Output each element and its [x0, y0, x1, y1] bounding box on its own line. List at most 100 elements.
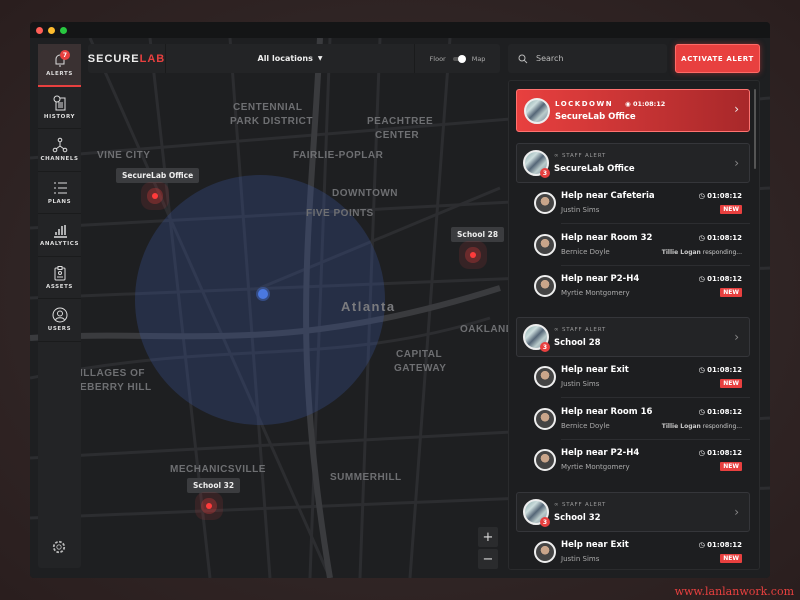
alert-time-value: 01:08:12	[707, 192, 742, 200]
new-badge: NEW	[720, 554, 742, 563]
district-label: CAPITAL	[396, 349, 443, 360]
location-marker[interactable]	[152, 193, 158, 199]
clock-icon: ◷	[698, 275, 708, 283]
responder-name: Tillie Logan	[661, 248, 701, 256]
alert-time-value: 01:08:12	[707, 541, 742, 549]
view-switch[interactable]	[452, 54, 466, 63]
alert-item[interactable]: Help near Room 32 Bernice Doyle ◷ 01:08:…	[516, 225, 750, 266]
minimize-window-button[interactable]	[48, 27, 55, 34]
view-toggle[interactable]: Floor Map	[414, 44, 500, 73]
logo-text: SECURE	[87, 52, 140, 65]
alert-item[interactable]: Help near Exit Justin Sims ◷ 01:08:12 NE…	[516, 357, 750, 398]
city-label: Atlanta	[341, 299, 396, 314]
search-placeholder: Search	[536, 54, 564, 63]
location-marker[interactable]	[470, 252, 476, 258]
list-icon	[53, 182, 67, 194]
sidebar-item-plans[interactable]: PLANS	[38, 172, 81, 214]
sidebar-item-analytics[interactable]: ANALYTICS	[38, 214, 81, 257]
alert-type: ∞ STAFF ALERT	[554, 327, 606, 333]
staff-alert-group[interactable]: 3 ∞ STAFF ALERT School 28 ›	[516, 317, 750, 357]
user-avatar	[534, 449, 556, 471]
alert-type: LOCKDOWN	[555, 100, 614, 108]
toggle-floor-label: Floor	[429, 54, 446, 63]
gear-icon[interactable]	[52, 540, 66, 554]
sidebar: 7 ALERTS HISTORY CHANNELS PLANS ANALYTIC…	[38, 44, 81, 568]
alert-type: ∞ STAFF ALERT	[554, 153, 606, 159]
alert-item[interactable]: Help near Cafeteria Justin Sims ◷ 01:08:…	[516, 183, 750, 224]
sidebar-item-alerts[interactable]: 7 ALERTS	[38, 44, 81, 87]
chevron-right-icon: ›	[734, 330, 739, 344]
new-badge: NEW	[720, 288, 742, 297]
responder-status: Tillie Logan responding...	[662, 423, 742, 430]
caret-down-icon: ▼	[317, 55, 323, 62]
alert-item[interactable]: Help near P2-H4 Myrtie Montgomery ◷ 01:0…	[516, 440, 750, 481]
zoom-out-button[interactable]: −	[478, 549, 498, 569]
search-input[interactable]: Search	[508, 44, 667, 73]
activate-alert-button[interactable]: ACTIVATE ALERT	[675, 44, 760, 73]
logo: SECURE LAB	[88, 44, 166, 73]
clipboard-icon	[54, 265, 65, 281]
district-label: EBERRY HILL	[80, 382, 152, 393]
district-label: DOWNTOWN	[332, 188, 399, 199]
district-label: VINE CITY	[97, 150, 151, 161]
alert-time-value: 01:08:12	[707, 233, 742, 242]
alert-time: ◷ 01:08:12	[699, 234, 742, 242]
alert-item[interactable]: Help near Room 16 Bernice Doyle ◷ 01:08:…	[516, 399, 750, 440]
maximize-window-button[interactable]	[60, 27, 67, 34]
clock-icon: ◷	[698, 407, 708, 416]
sidebar-item-label: CHANNELS	[40, 156, 79, 163]
divider	[561, 438, 750, 440]
alert-time: ◉ 01:08:12	[625, 100, 665, 108]
staff-alert-group[interactable]: 3 ∞ STAFF ALERT SecureLab Office ›	[516, 143, 750, 183]
clock-icon: ◷	[698, 366, 708, 374]
district-label: PARK DISTRICT	[230, 116, 313, 127]
sidebar-item-label: PLANS	[47, 198, 72, 205]
logo-text-accent: LAB	[139, 52, 166, 65]
district-label: FAIRLIE-POPLAR	[293, 150, 384, 161]
count-badge: 3	[540, 168, 550, 178]
link-icon: ∞	[554, 327, 562, 333]
toggle-map-label: Map	[471, 54, 486, 63]
reporter-name: Myrtie Montgomery	[561, 463, 630, 471]
alert-time: ◷ 01:08:12	[699, 541, 742, 549]
alert-title: Help near P2-H4	[561, 274, 640, 284]
link-icon: ∞	[554, 153, 562, 159]
alert-time-value: 01:08:12	[707, 275, 742, 283]
count-badge: 3	[540, 517, 550, 527]
district-label: MECHANICSVILLE	[170, 464, 266, 475]
user-icon	[52, 307, 67, 323]
location-marker[interactable]	[206, 503, 212, 509]
sidebar-item-users[interactable]: USERS	[38, 299, 81, 342]
clock-icon: ◷	[698, 449, 708, 457]
responding-text: responding...	[702, 248, 742, 256]
user-avatar	[534, 366, 556, 388]
count-badge: 3	[540, 342, 550, 352]
reporter-name: Justin Sims	[561, 555, 600, 563]
sidebar-item-assets[interactable]: ASSETS	[38, 257, 81, 299]
district-label: CENTENNIAL	[233, 102, 303, 113]
district-label: ILLAGES OF	[80, 368, 145, 379]
location-dropdown[interactable]: All locations ▼	[166, 54, 414, 63]
sidebar-item-label: HISTORY	[43, 113, 76, 120]
clock-icon: ◷	[698, 541, 708, 549]
close-window-button[interactable]	[36, 27, 43, 34]
sidebar-item-label: ANALYTICS	[39, 241, 80, 248]
alert-title: Help near P2-H4	[561, 448, 640, 458]
sidebar-item-history[interactable]: HISTORY	[38, 87, 81, 129]
lockdown-alert-card[interactable]: LOCKDOWN ◉ 01:08:12 SecureLab Office ›	[516, 89, 750, 132]
sidebar-item-channels[interactable]: CHANNELS	[38, 129, 81, 172]
alert-item[interactable]: Help near Exit Justin Sims ◷ 01:08:12 NE…	[516, 532, 750, 569]
sidebar-item-label: USERS	[47, 326, 72, 333]
responder-status: Tillie Logan responding...	[662, 249, 742, 256]
alert-time-value: 01:08:12	[632, 100, 666, 108]
staff-alert-group[interactable]: 3 ∞ STAFF ALERT School 32 ›	[516, 492, 750, 532]
group-location: School 28	[554, 338, 601, 348]
user-avatar	[534, 233, 556, 256]
marker-label: School 28	[451, 227, 505, 242]
zoom-in-button[interactable]: +	[478, 527, 498, 547]
scrollbar[interactable]	[754, 89, 756, 169]
divider	[561, 264, 750, 266]
group-location: SecureLab Office	[554, 164, 635, 174]
alert-item[interactable]: Help near P2-H4 Myrtie Montgomery ◷ 01:0…	[516, 266, 750, 307]
new-badge: NEW	[720, 379, 742, 388]
